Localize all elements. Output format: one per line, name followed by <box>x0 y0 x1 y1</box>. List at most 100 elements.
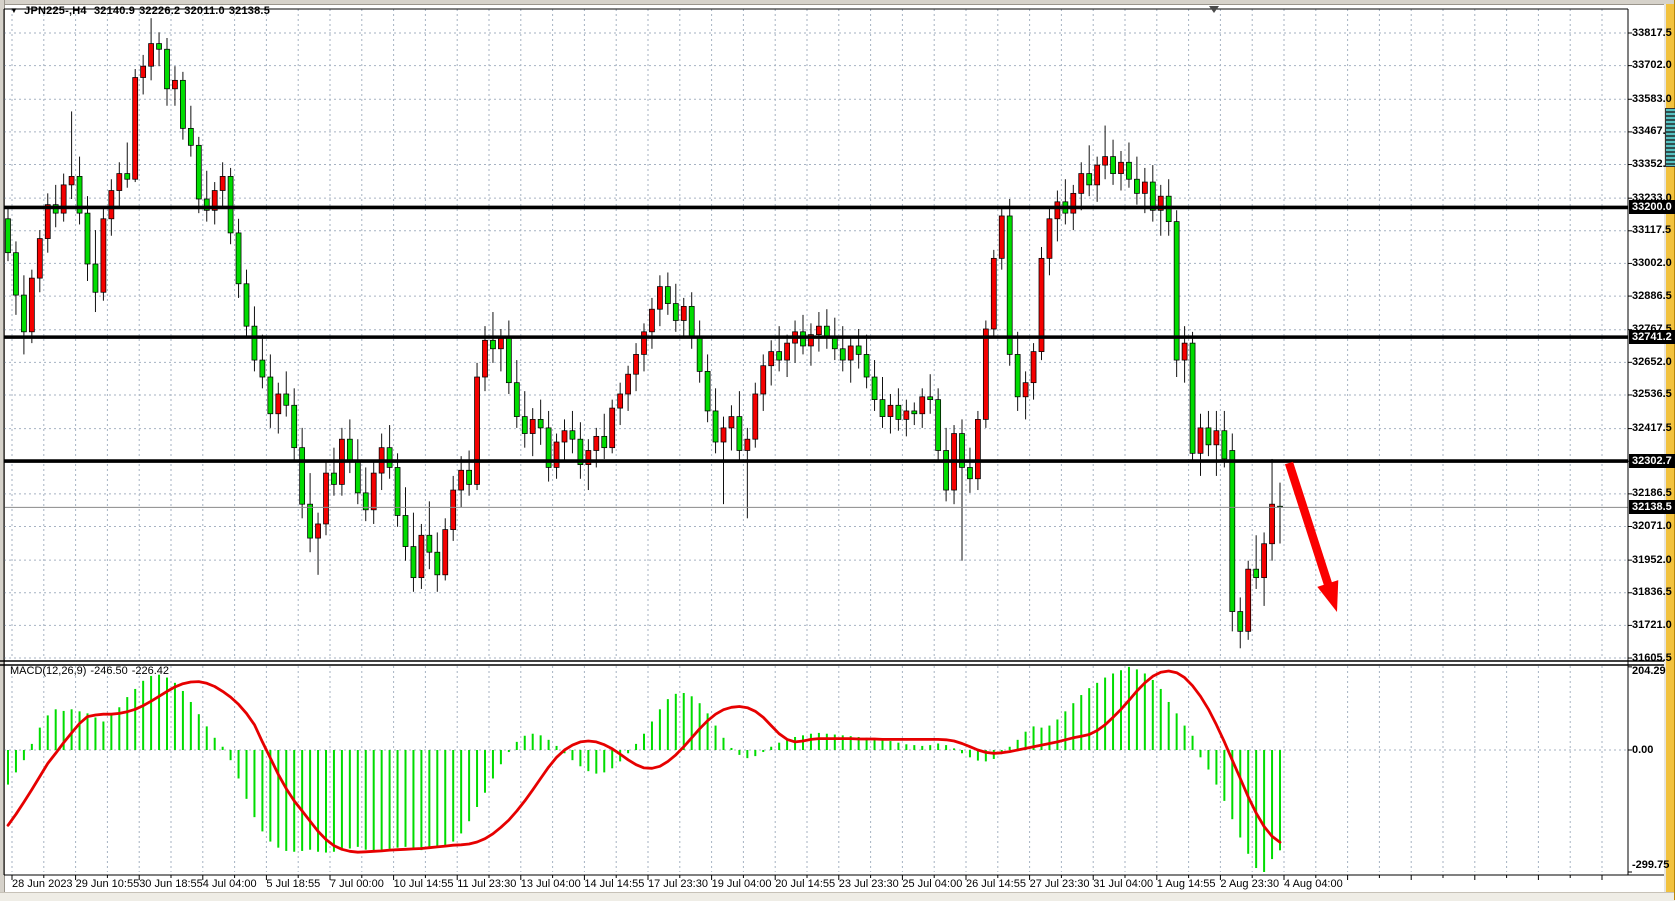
grid-lines <box>4 9 1628 872</box>
price-axis-label: 33467.5 <box>1632 125 1672 138</box>
macd-bar <box>388 750 391 849</box>
macd-bar <box>1048 725 1051 750</box>
price-axis-label: 33352.0 <box>1632 158 1672 171</box>
candle <box>649 297 655 349</box>
candle <box>1181 326 1188 383</box>
candle <box>458 456 465 508</box>
horizontal-level-lines[interactable] <box>4 205 1628 463</box>
macd-bar <box>961 750 963 754</box>
time-axis-label: 17 Jul 23:30 <box>648 878 708 890</box>
macd-bar <box>1056 719 1059 750</box>
macd-bar <box>1199 750 1202 758</box>
macd-bar <box>173 682 176 750</box>
macd-bar <box>38 727 41 750</box>
price-axis-label: 31952.0 <box>1632 553 1672 566</box>
macd-bar <box>698 703 701 750</box>
candle <box>871 360 878 411</box>
vertical-scrollbar-thumb[interactable] <box>1665 108 1675 167</box>
candle <box>505 320 512 394</box>
macd-bar <box>666 699 669 750</box>
price-axis-label: 32652.0 <box>1632 355 1672 368</box>
candle <box>148 18 154 81</box>
macd-bar <box>809 733 812 750</box>
candle <box>839 326 846 372</box>
trend-arrow[interactable] <box>1284 461 1339 612</box>
candle <box>13 241 19 315</box>
macd-bar <box>70 709 73 750</box>
macd-bar <box>627 750 630 754</box>
macd-bar <box>833 734 836 750</box>
price-axis-label: 32186.5 <box>1632 487 1672 500</box>
candle <box>354 439 361 505</box>
price-axis-label: 33583.0 <box>1632 92 1672 105</box>
candle <box>410 512 417 592</box>
candle <box>696 320 703 383</box>
macd-bar <box>770 746 773 750</box>
macd-bar <box>650 721 653 750</box>
macd-bar <box>380 750 383 851</box>
candle <box>911 402 918 426</box>
macd-bar <box>261 750 264 832</box>
macd-bar <box>245 750 248 799</box>
candle <box>776 326 783 372</box>
macd-bar <box>897 742 900 750</box>
macd-bar <box>62 710 65 750</box>
price-axis-label: 31836.5 <box>1632 586 1672 599</box>
macd-bar <box>762 750 765 753</box>
macd-bar <box>786 739 789 750</box>
candle <box>688 292 695 349</box>
macd-bar <box>1096 682 1099 750</box>
arrow-head[interactable] <box>1317 580 1339 612</box>
level-price-badge: 32302.7 <box>1629 454 1675 469</box>
candle <box>808 323 814 366</box>
candle <box>1102 125 1108 180</box>
macd-signal-value: -226.42 <box>131 665 170 677</box>
candle <box>283 371 290 417</box>
macd-indicator-label: MACD(12,26,9) -246.50 -226.42 <box>10 665 173 677</box>
macd-bar <box>126 697 129 750</box>
candle <box>219 162 226 208</box>
candle <box>553 433 560 479</box>
candle <box>903 399 910 437</box>
candle <box>28 269 35 344</box>
symbol-period-label: JPN225-,H4 <box>24 5 87 17</box>
candle <box>768 340 775 386</box>
candle <box>211 182 218 225</box>
candle <box>736 391 743 462</box>
macd-bar <box>611 750 614 769</box>
chart-shift-marker-icon[interactable] <box>1209 6 1219 13</box>
macd-bar <box>595 750 598 774</box>
price-axis-label: 31605.5 <box>1632 651 1672 664</box>
macd-bar <box>1024 731 1027 750</box>
time-axis-label: 5 Jul 18:55 <box>266 878 321 890</box>
candle <box>442 518 449 581</box>
arrow-shaft[interactable] <box>1284 461 1334 591</box>
macd-bar <box>428 750 431 849</box>
candle <box>466 450 472 496</box>
time-axis-label: 2 Aug 23:30 <box>1220 878 1280 890</box>
macd-bar <box>1191 735 1194 750</box>
macd-bar <box>658 709 661 750</box>
chart-menu-dropdown-icon[interactable]: ▼ <box>10 6 19 15</box>
macd-bar <box>491 750 494 779</box>
candle <box>744 427 751 519</box>
candle <box>418 523 425 589</box>
candle <box>728 405 735 451</box>
macd-bar <box>905 744 908 750</box>
candle <box>299 427 306 519</box>
time-axis-label: 14 Jul 14:55 <box>584 878 645 890</box>
candle <box>235 218 242 298</box>
macd-bar <box>849 736 852 750</box>
macd-bar <box>404 750 407 847</box>
macd-bar <box>802 735 804 750</box>
macd-bar <box>937 743 940 750</box>
candle <box>243 269 250 338</box>
macd-bar <box>340 750 343 851</box>
price-axis-label: 33117.5 <box>1632 224 1672 237</box>
time-axis-label: 19 Jul 04:00 <box>711 878 772 890</box>
macd-bar <box>929 745 932 750</box>
macd-bar <box>269 750 272 842</box>
price-axis-label: 33817.5 <box>1632 26 1672 39</box>
candle <box>959 419 965 561</box>
candle <box>990 249 997 338</box>
